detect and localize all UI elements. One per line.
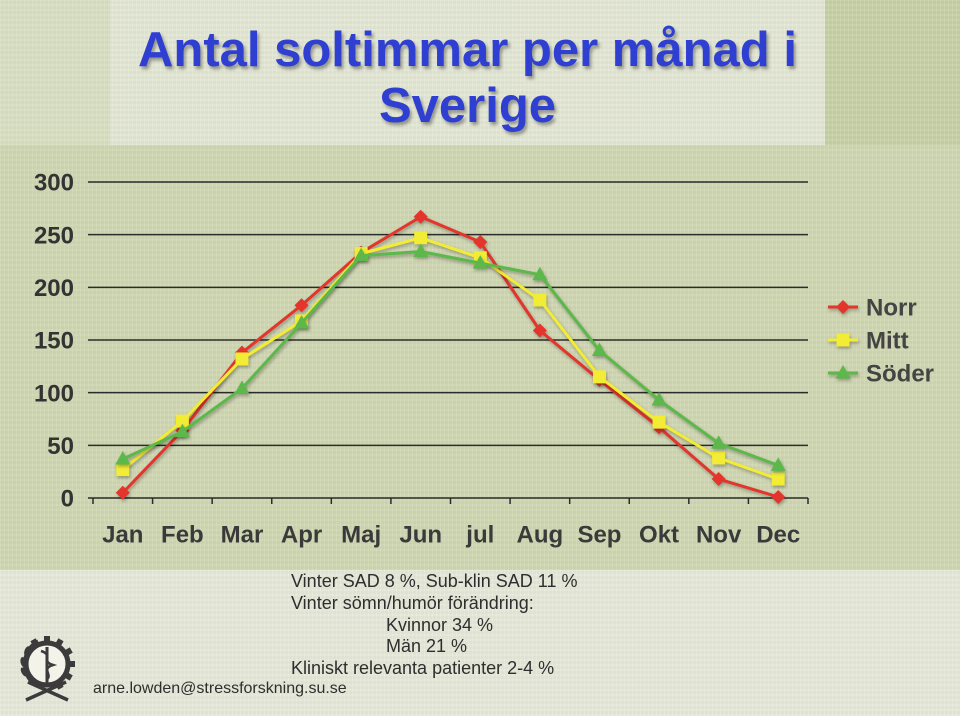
data-point-soder [711, 435, 727, 449]
data-point-soder [234, 380, 250, 394]
line-norr [121, 215, 779, 499]
footer-email: arne.lowden@stressforskning.su.se [93, 680, 347, 697]
laurel-branch [23, 639, 39, 688]
chart-title: Antal soltimmar per månad i Sverige [138, 23, 797, 133]
line-mitt [121, 236, 779, 481]
note-line: Vinter sömn/humör förändring: [291, 592, 534, 613]
data-point-soder [115, 451, 131, 465]
data-point-mitt [175, 414, 189, 428]
data-point-mitt [235, 352, 249, 366]
data-point-soder [174, 423, 190, 438]
legend: Norr Mitt Söder [828, 295, 934, 388]
x-tick-label: Feb [161, 522, 204, 549]
data-point-soder [294, 315, 310, 329]
legend-item-mitt [828, 333, 858, 347]
x-tick-label: Sep [577, 522, 621, 549]
x-tick-label: Okt [639, 522, 679, 549]
data-point-norr [413, 209, 428, 224]
line-soder [122, 250, 779, 467]
y-tick-label: 50 [47, 433, 74, 460]
data-point-norr [532, 323, 547, 338]
note-line: Kvinnor 34 % [386, 614, 494, 635]
x-tick-label: Jun [399, 522, 442, 549]
x-tick-label: Apr [281, 522, 322, 549]
note-line: Vinter SAD 8 %, Sub-klin SAD 11 % [291, 571, 578, 591]
data-point-soder [413, 243, 429, 258]
legend-marker-mitt [836, 333, 850, 347]
data-point-norr [473, 235, 488, 250]
crossed-tool [25, 680, 67, 702]
legend-label: Söder [866, 361, 934, 388]
x-tick-label: Mar [221, 522, 264, 549]
y-tick-label: 150 [34, 328, 74, 355]
x-tick-label: jul [465, 522, 494, 549]
data-point-soder [353, 247, 369, 262]
legend-marker-soder [835, 365, 851, 379]
y-tick-label: 300 [34, 170, 74, 197]
x-tick-label: Dec [756, 522, 800, 549]
legend-item-norr [828, 300, 858, 314]
legend-label: Mitt [866, 328, 909, 355]
data-point-norr [294, 298, 309, 313]
y-tick-label: 250 [34, 222, 74, 249]
series-norr [115, 209, 786, 504]
data-point-soder [472, 255, 488, 269]
series-soder [115, 243, 786, 471]
notes-block: Vinter SAD 8 %, Sub-klin SAD 11 % Vinter… [291, 571, 577, 680]
background-chart-band [0, 145, 960, 570]
x-tick-label: Maj [341, 522, 381, 549]
background-bottom-band [0, 570, 960, 716]
data-point-mitt [116, 463, 130, 477]
data-point-norr [115, 485, 130, 500]
background-top-right [825, 0, 960, 145]
data-point-norr [711, 472, 726, 487]
data-point-mitt [652, 415, 666, 429]
legend-marker-norr [836, 300, 850, 314]
data-point-soder [532, 266, 548, 281]
series-layer [115, 209, 786, 504]
y-tick-label: 100 [34, 380, 74, 407]
background-title-panel [110, 0, 825, 145]
x-tick-label: Jan [102, 522, 143, 549]
note-line: Män 21 % [386, 636, 468, 657]
legend-label: Norr [866, 295, 917, 322]
x-tick-label: Aug [517, 522, 564, 549]
data-point-mitt [712, 451, 726, 465]
data-point-mitt [592, 370, 606, 384]
data-point-soder [770, 457, 786, 471]
data-point-mitt [771, 472, 785, 486]
line-chart: 0 50 100 150 200 250 300 Jan Feb Mar Apr Maj Jun jul A… [34, 170, 934, 549]
series-mitt [116, 231, 785, 486]
snake [40, 649, 58, 682]
data-point-soder [651, 392, 667, 406]
gear-emblem-icon [20, 636, 75, 702]
laurel-leaves [20, 646, 30, 677]
data-point-norr [771, 489, 786, 504]
data-point-mitt [414, 231, 428, 245]
x-tick-label: Nov [696, 522, 742, 549]
background-top-left [0, 0, 110, 145]
data-point-mitt [533, 293, 547, 307]
y-tick-label: 0 [61, 486, 74, 513]
axes: 0 50 100 150 200 250 300 Jan Feb Mar Apr Maj Jun jul A… [34, 170, 809, 549]
note-line: Kliniskt relevanta patienter 2-4 % [291, 658, 555, 678]
data-point-soder [591, 342, 607, 357]
y-tick-label: 200 [34, 275, 74, 302]
legend-item-soder [828, 365, 858, 379]
